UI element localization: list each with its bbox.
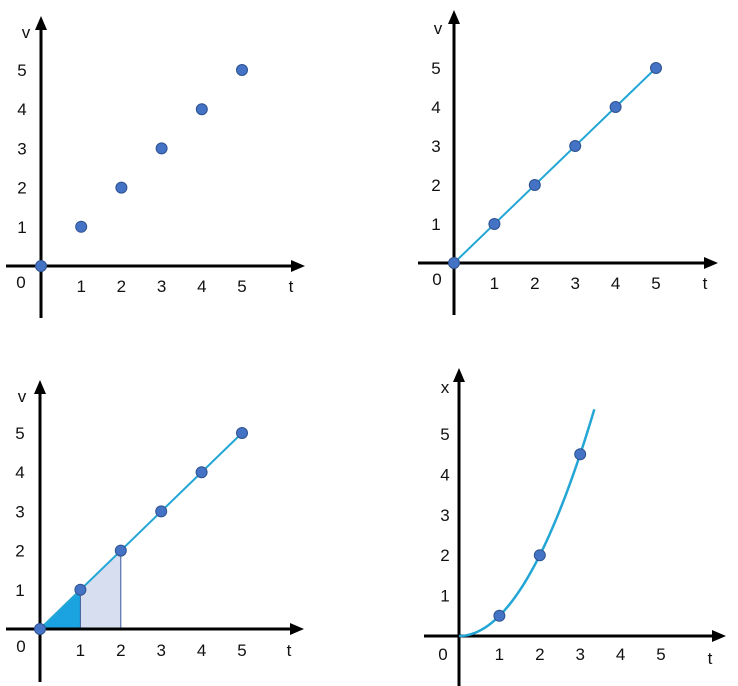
chart3-xtick-4: 4 <box>616 645 625 664</box>
chart3-xtick-5: 5 <box>656 645 665 664</box>
chart1-xtick-4: 4 <box>611 274 620 293</box>
chart1-origin-label: 0 <box>432 270 441 289</box>
chart1-point-4 <box>609 101 622 113</box>
chart3-ylabel: x <box>441 378 450 397</box>
chart0-x-axis-arrow <box>291 260 305 272</box>
chart2-point-4 <box>195 466 208 479</box>
chart3-origin-label: 0 <box>438 645 447 664</box>
chart2-xtick-1: 1 <box>76 641 85 660</box>
chart3-xlabel: t <box>708 649 713 668</box>
chart2-point-3 <box>155 505 168 518</box>
chart0-xtick-5: 5 <box>237 277 246 296</box>
chart3-ytick-5: 5 <box>440 425 449 444</box>
chart1-point-2 <box>528 179 541 191</box>
chart0-ytick-2: 2 <box>17 179 26 198</box>
chart1-xlabel: t <box>703 274 708 293</box>
chart2-ytick-5: 5 <box>15 424 24 443</box>
chart1-ytick-1: 1 <box>431 215 440 234</box>
chart3-point-1 <box>533 549 546 562</box>
chart2-xlabel: t <box>287 641 292 660</box>
chart2-y-axis-arrow <box>34 380 46 394</box>
chart1-ytick-2: 2 <box>431 176 440 195</box>
chart3-point-2 <box>574 448 587 461</box>
chart1-xtick-2: 2 <box>530 274 539 293</box>
panel-scatter-velocity: v t 0 1 2 3 4 5 1 2 3 4 5 <box>6 16 305 318</box>
chart0-point-3 <box>155 142 168 155</box>
chart2-ylabel: v <box>18 387 27 406</box>
chart0-point-0 <box>35 260 47 272</box>
chart2-point-5 <box>236 427 248 439</box>
chart0-ylabel: v <box>22 23 31 42</box>
chart0-ytick-4: 4 <box>17 100 26 119</box>
chart0-xlabel: t <box>289 277 294 296</box>
chart1-ytick-5: 5 <box>431 59 440 78</box>
chart1-point-5 <box>650 62 662 74</box>
chart1-ytick-3: 3 <box>431 137 440 156</box>
chart2-x-axis-arrow <box>290 623 304 635</box>
chart2-ytick-1: 1 <box>15 581 24 600</box>
chart2-xtick-3: 3 <box>156 641 165 660</box>
chart1-series-line <box>453 67 657 264</box>
chart3-xtick-2: 2 <box>535 645 544 664</box>
chart1-point-3 <box>569 140 582 152</box>
chart3-y-axis-arrow <box>453 368 465 382</box>
chart2-ytick-3: 3 <box>15 502 24 521</box>
chart3-ytick-4: 4 <box>440 465 449 484</box>
chart1-point-1 <box>488 218 501 230</box>
chart1-ytick-4: 4 <box>431 98 440 117</box>
chart1-xtick-5: 5 <box>651 274 660 293</box>
chart2-point-1 <box>74 583 87 596</box>
chart3-xtick-3: 3 <box>575 645 584 664</box>
chart0-xtick-1: 1 <box>76 277 85 296</box>
chart0-xtick-2: 2 <box>117 277 126 296</box>
chart2-xtick-5: 5 <box>237 641 246 660</box>
chart1-x-axis-arrow <box>704 257 718 269</box>
chart1-y-axis-arrow <box>448 10 460 24</box>
chart1-point-0 <box>448 257 460 269</box>
chart2-area-segment-1 <box>79 549 122 630</box>
chart2-point-0 <box>34 623 46 635</box>
chart0-point-5 <box>236 64 248 76</box>
chart1-xtick-3: 3 <box>570 274 579 293</box>
chart0-ytick-1: 1 <box>17 218 26 237</box>
chart0-y-axis-arrow <box>35 16 47 30</box>
chart1-xtick-1: 1 <box>490 274 499 293</box>
chart2-series-line <box>39 432 243 630</box>
chart2-xtick-4: 4 <box>197 641 206 660</box>
chart0-xtick-3: 3 <box>157 277 166 296</box>
chart0-ytick-5: 5 <box>17 61 26 80</box>
chart3-x-axis-arrow <box>712 630 726 642</box>
chart0-point-1 <box>75 220 88 233</box>
chart2-ytick-2: 2 <box>15 542 24 561</box>
chart2-point-2 <box>114 544 127 557</box>
chart1-ylabel: v <box>434 19 443 38</box>
panel-area-velocity: v t 0 1 2 3 4 5 1 2 3 4 5 <box>6 380 304 682</box>
chart0-ytick-3: 3 <box>17 139 26 158</box>
chart3-xtick-1: 1 <box>495 645 504 664</box>
chart0-origin-label: 0 <box>16 273 25 292</box>
chart0-point-4 <box>195 103 208 116</box>
panel-line-velocity: v t 0 1 2 3 4 5 1 2 3 4 5 <box>418 10 718 315</box>
chart3-ytick-1: 1 <box>440 587 449 606</box>
chart3-ytick-2: 2 <box>440 546 449 565</box>
panel-curve-position: x t 0 1 2 3 4 5 1 2 3 4 5 <box>424 368 726 686</box>
chart3-series-curve <box>458 408 596 638</box>
chart0-xtick-4: 4 <box>197 277 206 296</box>
chart0-point-2 <box>115 181 128 194</box>
chart2-origin-label: 0 <box>16 637 25 656</box>
chart2-ytick-4: 4 <box>15 463 24 482</box>
chart3-ytick-3: 3 <box>440 506 449 525</box>
chart3-point-0 <box>493 609 506 622</box>
chart2-xtick-2: 2 <box>116 641 125 660</box>
